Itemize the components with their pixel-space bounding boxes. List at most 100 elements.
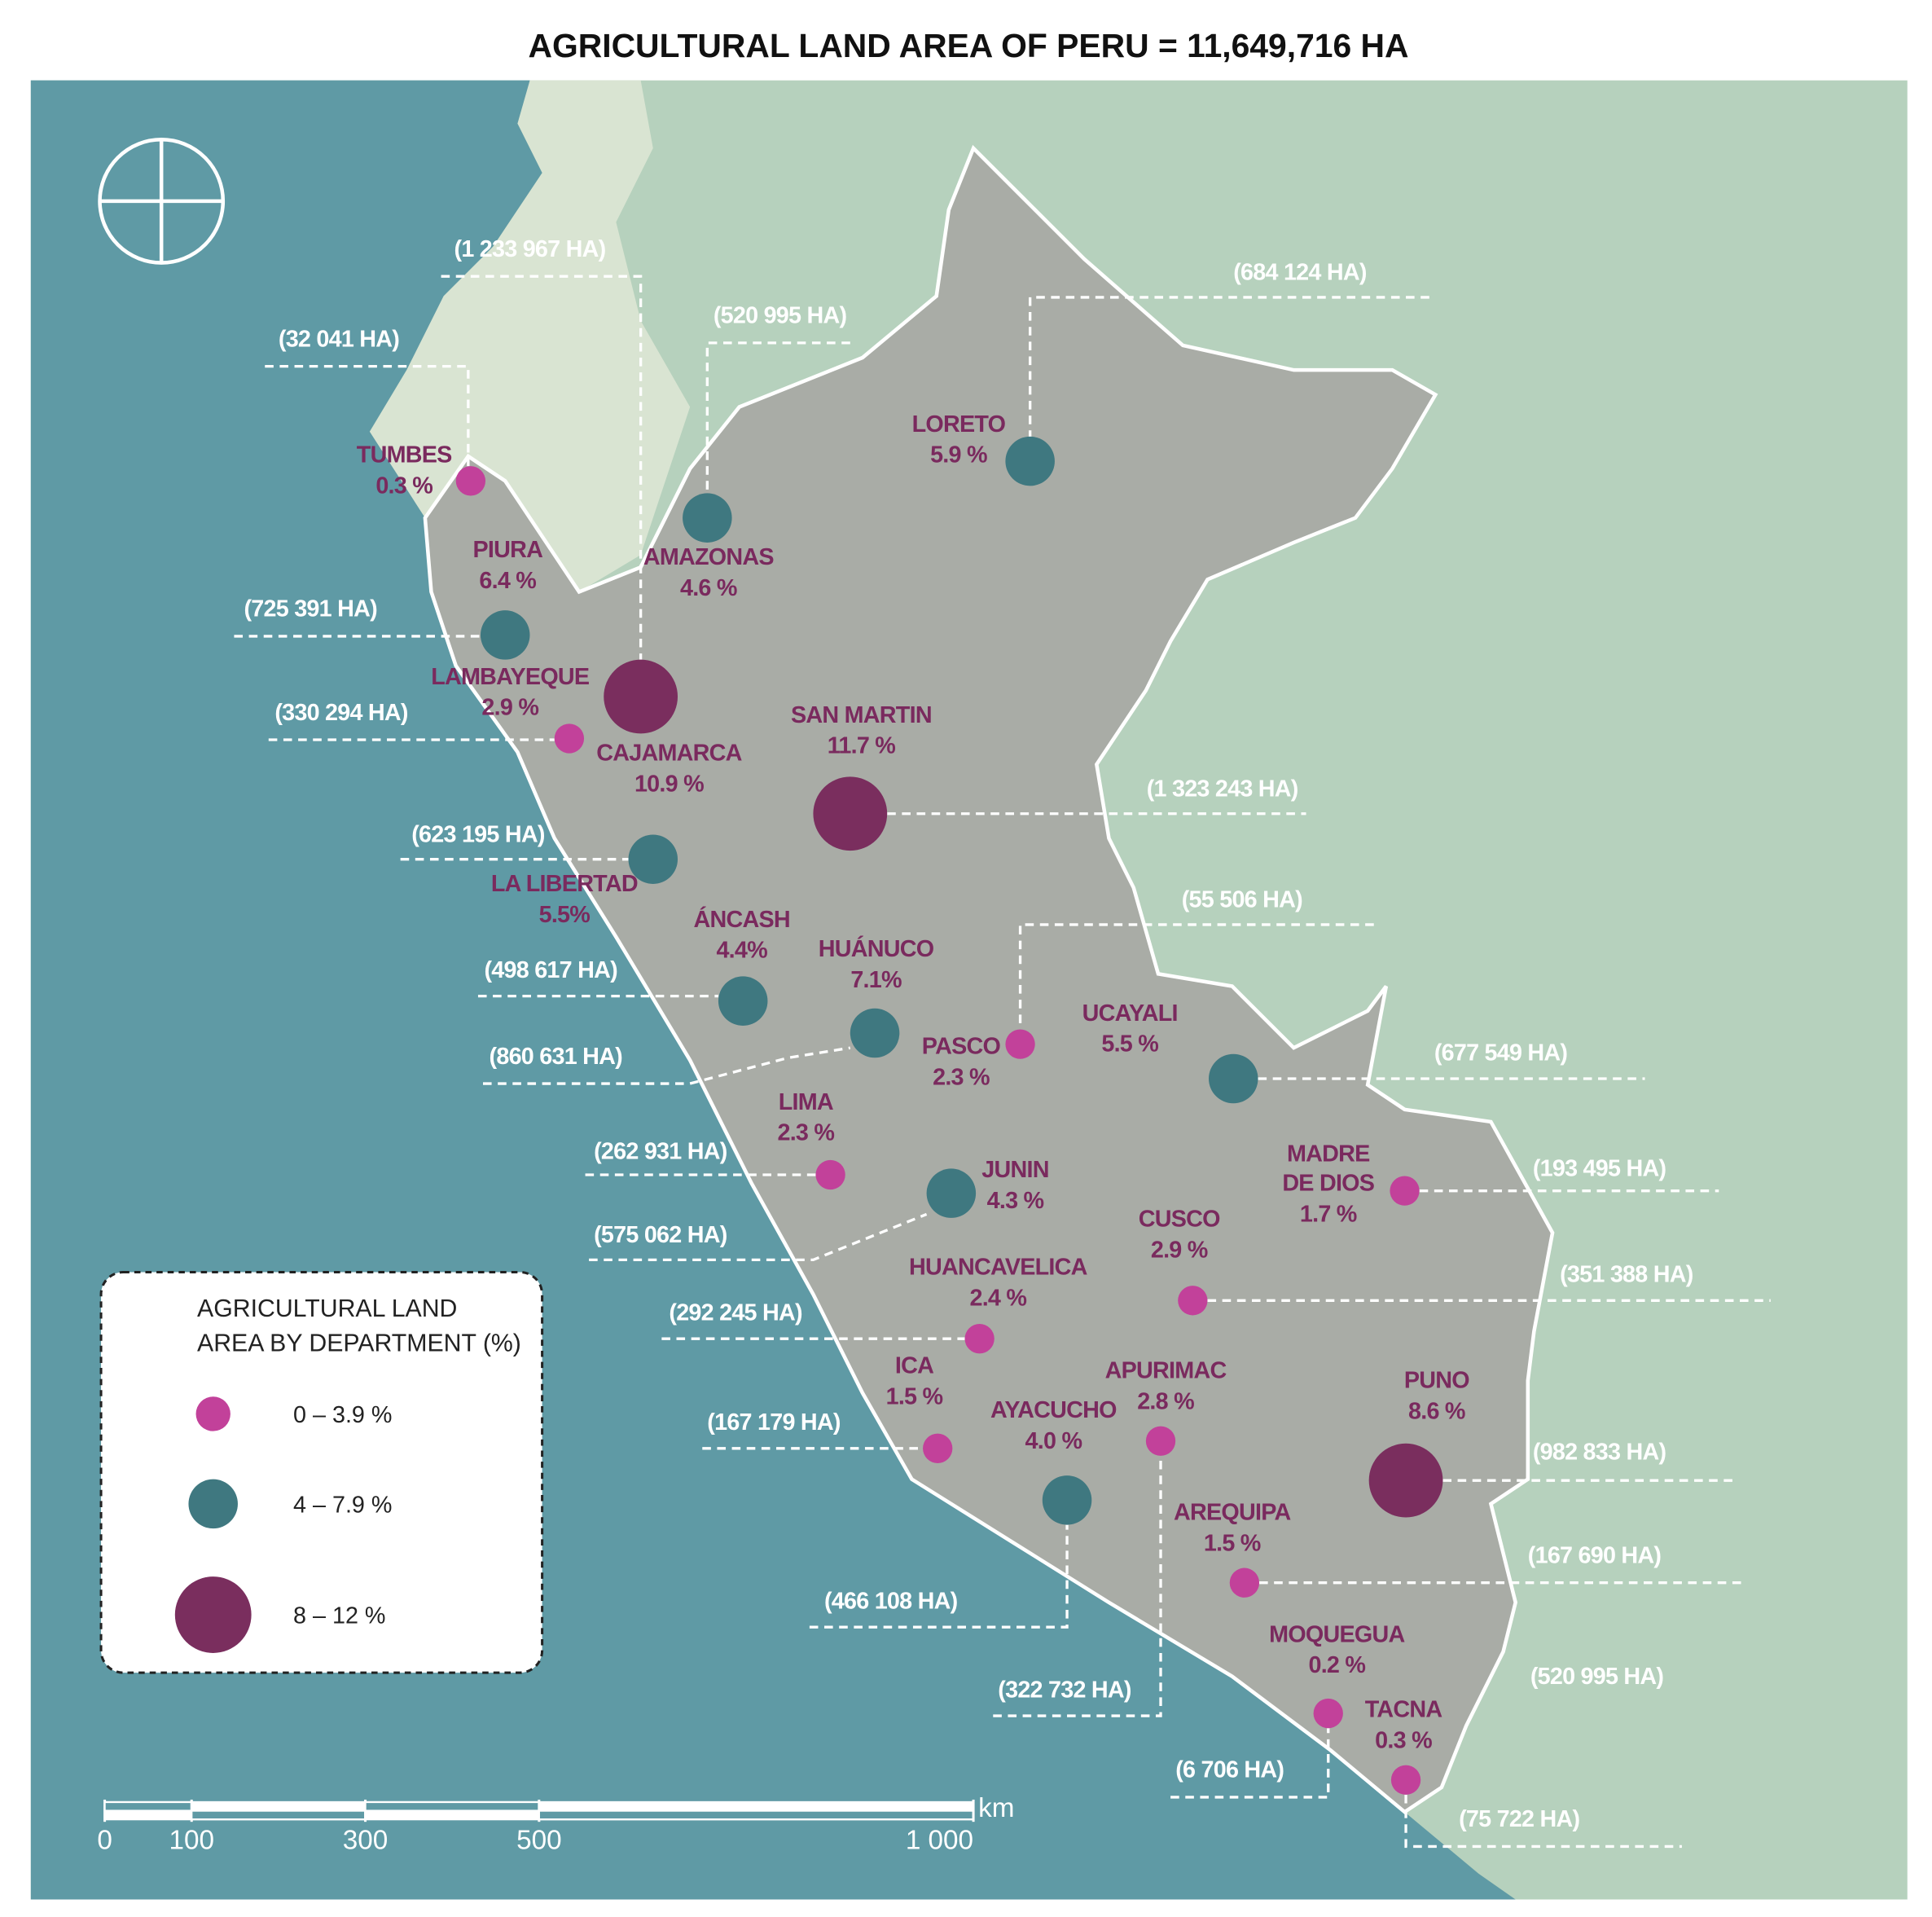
area-label: (520 995 HA) — [714, 303, 847, 329]
department-name: CAJAMARCA — [596, 741, 741, 767]
legend-title: AREA BY DEPARTMENT (%) — [197, 1330, 521, 1356]
legend-box — [99, 1270, 544, 1674]
leader-line — [483, 1046, 851, 1085]
department-name: UCAYALI — [1082, 1000, 1178, 1027]
department-name: DE DIOS — [1282, 1171, 1374, 1197]
scale-label: 500 — [516, 1825, 562, 1855]
department-circle — [964, 1324, 995, 1354]
legend-label: 8 – 12 % — [293, 1603, 385, 1629]
department-circle — [1005, 1029, 1035, 1059]
area-label: (1 233 967 HA) — [454, 236, 606, 262]
department-circle — [1042, 1475, 1092, 1525]
department-circle — [718, 976, 768, 1026]
scale-bar-segment — [364, 1800, 540, 1812]
area-label: (466 108 HA) — [824, 1588, 958, 1614]
department-share: 1.7 % — [1300, 1201, 1357, 1227]
leader-line — [809, 1524, 1069, 1629]
department-share: 2.3 % — [933, 1065, 990, 1091]
department-circle — [1313, 1698, 1343, 1729]
department-circle — [1005, 436, 1055, 486]
department-name: APURIMAC — [1105, 1358, 1227, 1384]
department-share: 10.9 % — [634, 772, 704, 798]
scale-bar-segment — [191, 1809, 367, 1821]
department-circle — [480, 610, 530, 660]
area-label: (167 690 HA) — [1528, 1543, 1662, 1569]
department-share: 1.5 % — [1204, 1530, 1261, 1556]
department-name: ÁNCASH — [693, 905, 789, 933]
department-share: 2.8 % — [1137, 1388, 1194, 1414]
area-label: (860 631 HA) — [490, 1044, 623, 1070]
department-circle — [628, 834, 678, 884]
area-label: (193 495 HA) — [1533, 1156, 1666, 1182]
department-share: 5.9 % — [930, 442, 987, 468]
compass — [98, 138, 226, 265]
area-label: (575 062 HA) — [594, 1222, 727, 1248]
department-share: 1.5 % — [886, 1383, 943, 1409]
department-share: 11.7 % — [828, 733, 896, 759]
department-circle — [1178, 1286, 1208, 1316]
legend-title: AGRICULTURAL LAND — [197, 1295, 457, 1322]
legend-symbol — [195, 1396, 231, 1431]
department-name: HUÁNUCO — [819, 934, 934, 962]
department-share: 0.3 % — [1375, 1727, 1432, 1753]
department-share: 8.6 % — [1408, 1399, 1465, 1425]
area-label: (982 833 HA) — [1533, 1439, 1666, 1465]
area-label: (292 245 HA) — [669, 1299, 802, 1326]
department-name: LIMA — [779, 1089, 833, 1115]
department-name: MADRE — [1287, 1141, 1370, 1167]
area-label: (623 195 HA) — [411, 822, 545, 848]
scale-label: 1 000 — [906, 1825, 973, 1855]
area-label: (684 124 HA) — [1233, 260, 1367, 286]
leader-line — [1170, 1728, 1330, 1799]
area-label: (32 041 HA) — [279, 326, 399, 352]
legend-label: 0 – 3.9 % — [293, 1402, 392, 1428]
area-label: (55 506 HA) — [1182, 887, 1302, 913]
leader-line — [265, 364, 470, 467]
area-label: (725 391 HA) — [244, 596, 378, 622]
department-name: ICA — [895, 1353, 933, 1379]
department-circle — [604, 659, 678, 734]
department-circle — [1229, 1567, 1260, 1598]
leader-line — [1404, 1794, 1682, 1849]
area-label: (262 931 HA) — [594, 1138, 727, 1164]
department-name: TUMBES — [357, 442, 452, 468]
department-circle — [926, 1168, 977, 1218]
area-label: (322 732 HA) — [998, 1677, 1131, 1703]
department-share: 4.6 % — [680, 575, 737, 601]
scale-bar-segment — [538, 1809, 975, 1821]
department-share: 7.1% — [850, 967, 902, 993]
department-name: AYACUCHO — [990, 1397, 1117, 1423]
department-share: 2.4 % — [969, 1285, 1026, 1311]
department-circle — [1368, 1443, 1443, 1518]
department-name: AREQUIPA — [1174, 1500, 1291, 1526]
department-share: 2.9 % — [481, 695, 538, 721]
department-share: 5.5 % — [1101, 1031, 1158, 1057]
area-label: (677 549 HA) — [1434, 1040, 1568, 1066]
department-circle — [813, 776, 888, 851]
map-title: AGRICULTURAL LAND AREA OF PERU = 11,649,… — [529, 27, 1409, 64]
area-label: (351 388 HA) — [1560, 1262, 1693, 1288]
department-name: PIURA — [472, 537, 542, 563]
area-label: (167 179 HA) — [707, 1409, 841, 1436]
department-share: 0.3 % — [375, 473, 433, 499]
scale-label: 300 — [343, 1825, 389, 1855]
department-circle — [850, 1008, 900, 1058]
legend-label: 4 – 7.9 % — [293, 1492, 392, 1518]
scale-label: 0 — [97, 1825, 112, 1855]
department-name: TACNA — [1365, 1697, 1442, 1723]
department-share: 4.3 % — [987, 1188, 1044, 1214]
area-label: (520 995 HA) — [1530, 1664, 1664, 1690]
department-circle — [815, 1159, 845, 1190]
leader-line — [1028, 296, 1429, 437]
leader-line — [441, 275, 643, 660]
department-share: 0.2 % — [1308, 1652, 1365, 1678]
leader-line — [705, 341, 850, 494]
department-circle — [923, 1433, 953, 1463]
area-label: (6 706 HA) — [1175, 1757, 1284, 1783]
department-share: 2.3 % — [777, 1120, 834, 1146]
department-name: PASCO — [922, 1034, 1001, 1060]
department-name: PUNO — [1404, 1368, 1469, 1394]
area-label: (1 323 243 HA) — [1147, 776, 1298, 802]
department-name: SAN MARTIN — [791, 702, 932, 728]
